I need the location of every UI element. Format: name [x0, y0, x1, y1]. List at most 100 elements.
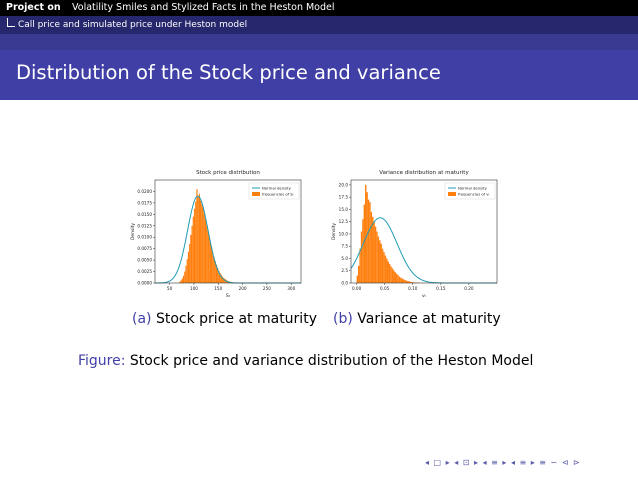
y-tick-label: 20.0	[339, 182, 349, 187]
histogram-bar	[362, 219, 364, 283]
y-tick-label: 0.0	[341, 281, 348, 286]
y-tick-label: 0.0200	[137, 189, 152, 194]
subfigure-b-caption: (b) Variance at maturity	[333, 311, 501, 327]
histogram-bar	[377, 236, 380, 283]
histogram-bar	[184, 271, 186, 283]
y-tick-label: 0.0025	[137, 269, 152, 274]
histogram-bar	[390, 266, 392, 283]
histogram-bar	[190, 234, 192, 283]
histogram-bar	[387, 261, 389, 283]
histogram-bar	[181, 278, 183, 283]
subfigure-b-tag: (b)	[333, 311, 353, 327]
project-title[interactable]: Volatility Smiles and Stylized Facts in …	[72, 2, 335, 13]
histogram-bar	[366, 192, 368, 283]
y-tick-label: 2.5	[341, 268, 348, 273]
y-tick-label: 0.0100	[137, 235, 152, 240]
histogram-bar	[398, 276, 401, 283]
histogram-bar	[401, 278, 403, 283]
stock-price-chart: Stock price distribution 50 100 150 200 250 30…	[125, 165, 305, 305]
y-axis-label: Density	[331, 223, 337, 240]
plot-frame	[350, 179, 498, 284]
figure-caption-tag: Figure:	[78, 353, 126, 369]
chart-title: Variance distribution at maturity	[379, 170, 469, 176]
histogram-bar	[393, 270, 395, 283]
legend-label: Normal density	[458, 186, 488, 191]
histogram-bar	[209, 241, 211, 283]
histogram-bar	[384, 255, 387, 283]
subsection-bar: Call price and simulated price under Hes…	[0, 16, 638, 34]
figure-caption: Figure: Stock price and variance distrib…	[78, 353, 533, 369]
histogram-bar	[201, 204, 203, 283]
legend-box	[444, 182, 496, 200]
legend-label: frequencies of vₜ	[458, 192, 490, 197]
x-axis-label: Sₜ	[226, 293, 231, 299]
legend-label: Normal density	[262, 186, 292, 191]
header-bar: Project on Volatility Smiles and Stylize…	[0, 0, 638, 16]
project-label: Project on	[6, 2, 61, 13]
histogram-bar	[409, 281, 412, 283]
density-line	[154, 195, 301, 284]
histogram-bar	[189, 244, 191, 283]
histogram-bar	[359, 248, 361, 283]
x-tick-label: 100	[190, 286, 198, 291]
histogram-bar	[373, 221, 375, 283]
legend-box	[248, 182, 300, 200]
x-tick-label: 250	[263, 286, 271, 291]
histogram-bar	[203, 213, 205, 283]
histogram-bar	[369, 202, 371, 283]
histogram-bar	[214, 261, 216, 283]
histogram-bar	[380, 243, 382, 283]
histogram-bar	[379, 240, 381, 283]
subfigure-a-tag: (a)	[132, 311, 152, 327]
y-tick-label: 10.0	[339, 231, 349, 236]
x-tick-label: 0.05	[380, 286, 390, 291]
y-axis-label: Density	[130, 223, 136, 240]
figure-caption-text: Stock price and variance distribution of…	[129, 353, 534, 369]
x-tick-label: 50	[167, 286, 173, 291]
histogram-bar	[388, 263, 391, 283]
histogram-bar	[386, 258, 388, 283]
histogram-bar	[402, 279, 405, 283]
histogram-bar	[215, 264, 218, 283]
histogram-bar	[367, 199, 370, 283]
y-tick-label: 0.0150	[137, 212, 152, 217]
histogram-bar	[200, 200, 202, 283]
histogram-bar	[411, 282, 413, 283]
histogram-bar	[407, 281, 409, 283]
histogram-bar	[195, 201, 197, 283]
histogram-bar	[404, 280, 406, 283]
y-tick-label: 5.0	[341, 256, 348, 261]
frame-title: Distribution of the Stock price and vari…	[16, 61, 441, 84]
histogram-bar	[365, 184, 367, 283]
histogram-bar	[206, 224, 208, 283]
histogram-bar	[217, 267, 219, 283]
histogram-bar	[218, 270, 220, 283]
histogram-bar	[374, 226, 377, 283]
histogram-bar	[208, 236, 210, 283]
y-tick-label: 0.0000	[137, 281, 152, 286]
subsection-title[interactable]: Call price and simulated price under Hes…	[18, 20, 248, 30]
histogram-bar	[202, 207, 204, 283]
histogram-bar	[179, 281, 181, 283]
histogram-bar	[372, 216, 374, 283]
variance-chart: Variance distribution at maturity 0.00 0.0…	[321, 165, 501, 305]
histogram-bar	[180, 280, 182, 283]
histogram-bar	[400, 277, 402, 283]
histogram-bar	[221, 276, 224, 283]
subfigure-a-label: Stock price at maturity	[155, 311, 317, 327]
x-axis-label: vₜ	[422, 294, 427, 299]
stock-price-chart-svg: Stock price distribution 50 100 150 200 250 30…	[130, 170, 302, 299]
chart-title: Stock price distribution	[196, 170, 260, 176]
histogram-bar	[397, 275, 399, 283]
histogram-bar	[191, 225, 193, 283]
histogram-bar	[192, 216, 194, 283]
histogram-bar	[360, 231, 363, 283]
histogram-bar	[370, 211, 373, 283]
histogram-bar	[405, 280, 408, 283]
y-tick-label: 15.0	[339, 207, 349, 212]
histogram-bar	[391, 268, 394, 283]
y-tick-label: 0.0050	[137, 258, 152, 263]
tree-branch-icon	[7, 18, 15, 27]
histogram-bar	[207, 230, 209, 283]
beamer-navigation-icons[interactable]: ◂ □ ▸ ◂ ⊡ ▸ ◂ ≡ ▸ ◂ ≡ ▸ ≡ ∽ ⊲ ⊳	[425, 458, 581, 467]
